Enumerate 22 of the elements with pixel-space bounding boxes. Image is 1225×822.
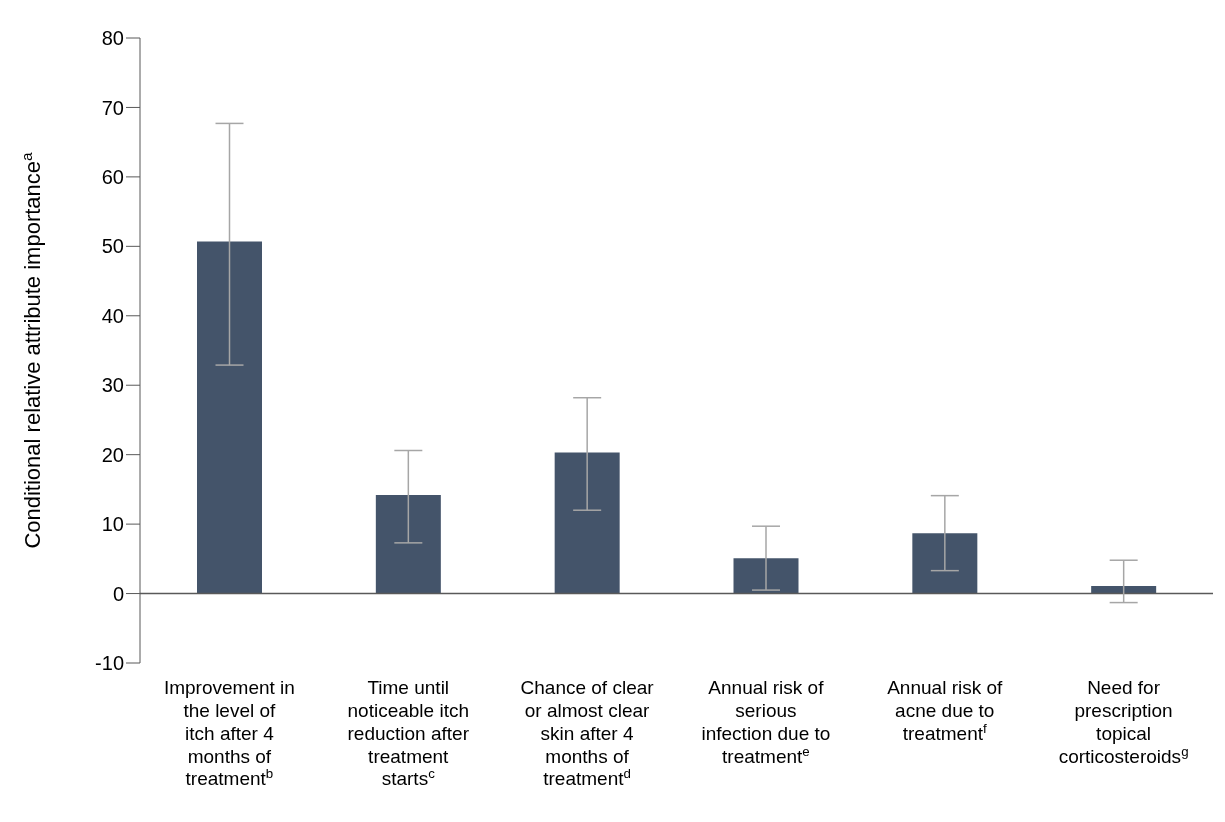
bar xyxy=(197,241,262,594)
bar xyxy=(554,452,620,594)
x-tick-label: Need for prescription topical corticosteroids$^{g}$ xyxy=(1058,677,1189,767)
y-tick-label: 60 xyxy=(101,165,124,188)
y-tick-label: 10 xyxy=(101,513,124,536)
bar xyxy=(733,558,799,594)
y-tick-label: 70 xyxy=(101,96,124,119)
x-tick-label: Annual risk of serious infection due to treatment$^{e}$ xyxy=(701,677,831,767)
y-tick-label: -10 xyxy=(95,652,124,675)
x-tick-label: Chance of clear or almost clear skin after 4 months of treatment$^{d}$ xyxy=(520,677,655,790)
y-tick-label: 20 xyxy=(101,443,124,466)
bar xyxy=(912,533,978,594)
y-tick-label: 30 xyxy=(101,374,124,397)
x-tick-label: Time until noticeable itch reduction after treatment starts$^{c}$ xyxy=(347,677,470,790)
y-tick-label: 80 xyxy=(101,27,124,50)
bar xyxy=(375,494,441,594)
bar xyxy=(1091,585,1157,594)
y-tick-label: 50 xyxy=(101,235,124,258)
y-tick-label: 40 xyxy=(101,304,124,327)
x-tick-label: Annual risk of acne due to treatment$^{f}$ xyxy=(887,677,1004,744)
y-tick-label: 0 xyxy=(112,582,124,605)
x-tick-label: Improvement in the level of itch after 4 months of treatment$^{b}$ xyxy=(163,677,295,790)
